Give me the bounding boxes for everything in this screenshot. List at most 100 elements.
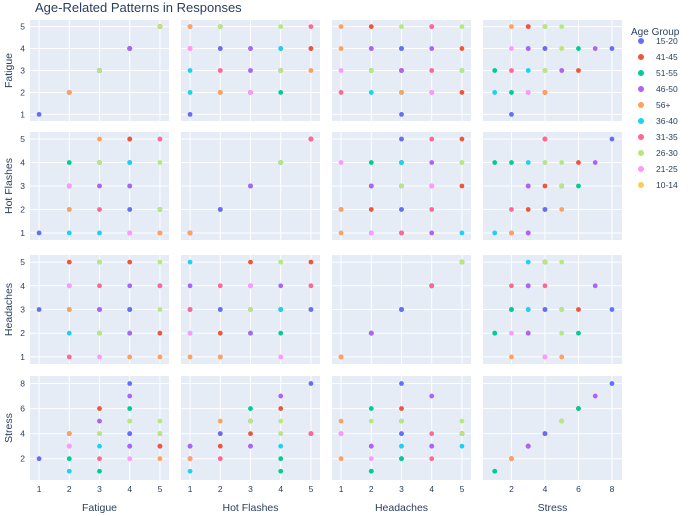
data-point-36-40[interactable] [187, 259, 193, 265]
legend-item-15-20[interactable]: 15-20 [638, 36, 678, 46]
data-point-21-25[interactable] [127, 230, 133, 236]
data-point-36-40[interactable] [459, 443, 465, 449]
data-point-21-25[interactable] [187, 330, 193, 336]
data-point-46-50[interactable] [248, 68, 253, 73]
data-point-15-20[interactable] [217, 46, 223, 51]
data-point-51-55[interactable] [278, 456, 284, 462]
data-point-56[interactable] [66, 431, 72, 437]
data-point-51-55[interactable] [278, 90, 284, 95]
data-point-51-55[interactable] [97, 468, 102, 474]
data-point-36-40[interactable] [187, 68, 193, 73]
data-point-41-45[interactable] [576, 68, 581, 73]
data-point-31-35[interactable] [429, 207, 435, 212]
data-point-56[interactable] [157, 354, 163, 360]
data-point-31-35[interactable] [157, 283, 163, 289]
data-point-46-50[interactable] [187, 283, 193, 289]
data-point-26-30[interactable] [97, 330, 102, 336]
data-point-26-30[interactable] [459, 431, 465, 437]
data-point-36-40[interactable] [525, 68, 531, 73]
data-point-31-35[interactable] [509, 207, 514, 212]
data-point-51-55[interactable] [576, 330, 581, 336]
data-point-15-20[interactable] [399, 207, 404, 212]
data-point-26-30[interactable] [157, 24, 163, 29]
data-point-31-35[interactable] [217, 456, 223, 462]
legend-item-56[interactable]: 56+ [638, 100, 670, 110]
data-point-51-55[interactable] [492, 68, 498, 73]
data-point-56[interactable] [66, 207, 72, 212]
data-point-26-30[interactable] [278, 160, 284, 165]
data-point-46-50[interactable] [525, 183, 531, 189]
data-point-36-40[interactable] [187, 468, 193, 474]
data-point-15-20[interactable] [399, 46, 404, 51]
data-point-36-40[interactable] [97, 230, 102, 236]
legend-item-51-55[interactable]: 51-55 [638, 68, 678, 78]
data-point-46-50[interactable] [97, 307, 102, 312]
data-point-41-45[interactable] [248, 259, 253, 265]
data-point-26-30[interactable] [459, 24, 465, 29]
data-point-15-20[interactable] [609, 381, 615, 386]
data-point-56[interactable] [338, 354, 344, 360]
data-point-26-30[interactable] [559, 330, 565, 336]
data-point-41-45[interactable] [576, 160, 581, 165]
data-point-46-50[interactable] [525, 443, 531, 449]
data-point-26-30[interactable] [459, 259, 465, 265]
data-point-51-55[interactable] [576, 46, 581, 51]
data-point-26-30[interactable] [459, 68, 465, 73]
data-point-46-50[interactable] [127, 283, 133, 289]
data-point-15-20[interactable] [187, 112, 193, 117]
data-point-41-45[interactable] [368, 24, 374, 29]
data-point-15-20[interactable] [542, 46, 548, 51]
data-point-26-30[interactable] [278, 431, 284, 437]
data-point-56[interactable] [509, 354, 514, 360]
data-point-15-20[interactable] [399, 112, 404, 117]
data-point-15-20[interactable] [217, 207, 223, 212]
data-point-56[interactable] [187, 230, 193, 236]
data-point-46-50[interactable] [127, 443, 133, 449]
data-point-31-35[interactable] [509, 283, 514, 289]
data-point-31-35[interactable] [187, 307, 193, 312]
data-point-15-20[interactable] [609, 136, 615, 142]
data-point-56[interactable] [338, 46, 344, 51]
data-point-15-20[interactable] [399, 307, 404, 312]
data-point-15-20[interactable] [36, 112, 42, 117]
data-point-15-20[interactable] [399, 381, 404, 386]
data-point-15-20[interactable] [542, 431, 548, 437]
data-point-15-20[interactable] [509, 112, 514, 117]
data-point-31-35[interactable] [97, 207, 102, 212]
data-point-26-30[interactable] [157, 418, 163, 424]
data-point-26-30[interactable] [97, 259, 102, 265]
data-point-46-50[interactable] [525, 46, 531, 51]
data-point-41-45[interactable] [576, 307, 581, 312]
data-point-56[interactable] [509, 230, 514, 236]
data-point-36-40[interactable] [127, 160, 133, 165]
data-point-41-45[interactable] [157, 443, 163, 449]
data-point-31-35[interactable] [308, 283, 314, 289]
data-point-26-30[interactable] [399, 183, 404, 189]
data-point-31-35[interactable] [429, 136, 435, 142]
data-point-41-45[interactable] [217, 443, 223, 449]
data-point-46-50[interactable] [248, 46, 253, 51]
data-point-26-30[interactable] [278, 418, 284, 424]
data-point-15-20[interactable] [609, 46, 615, 51]
data-point-26-30[interactable] [542, 68, 548, 73]
data-point-56[interactable] [217, 90, 223, 95]
data-point-56[interactable] [399, 90, 404, 95]
data-point-26-30[interactable] [157, 307, 163, 312]
data-point-31-35[interactable] [429, 283, 435, 289]
data-point-46-50[interactable] [592, 393, 598, 399]
data-point-31-35[interactable] [217, 68, 223, 73]
data-point-41-45[interactable] [157, 330, 163, 336]
data-point-51-55[interactable] [368, 468, 374, 474]
data-point-46-50[interactable] [592, 46, 598, 51]
data-point-46-50[interactable] [429, 160, 435, 165]
data-point-26-30[interactable] [97, 160, 102, 165]
data-point-15-20[interactable] [36, 456, 42, 462]
data-point-46-50[interactable] [525, 283, 531, 289]
data-point-31-35[interactable] [157, 136, 163, 142]
data-point-26-30[interactable] [217, 24, 223, 29]
data-point-36-40[interactable] [187, 90, 193, 95]
data-point-21-25[interactable] [542, 354, 548, 360]
data-point-41-45[interactable] [97, 406, 102, 411]
data-point-41-45[interactable] [459, 46, 465, 51]
data-point-26-30[interactable] [368, 418, 374, 424]
